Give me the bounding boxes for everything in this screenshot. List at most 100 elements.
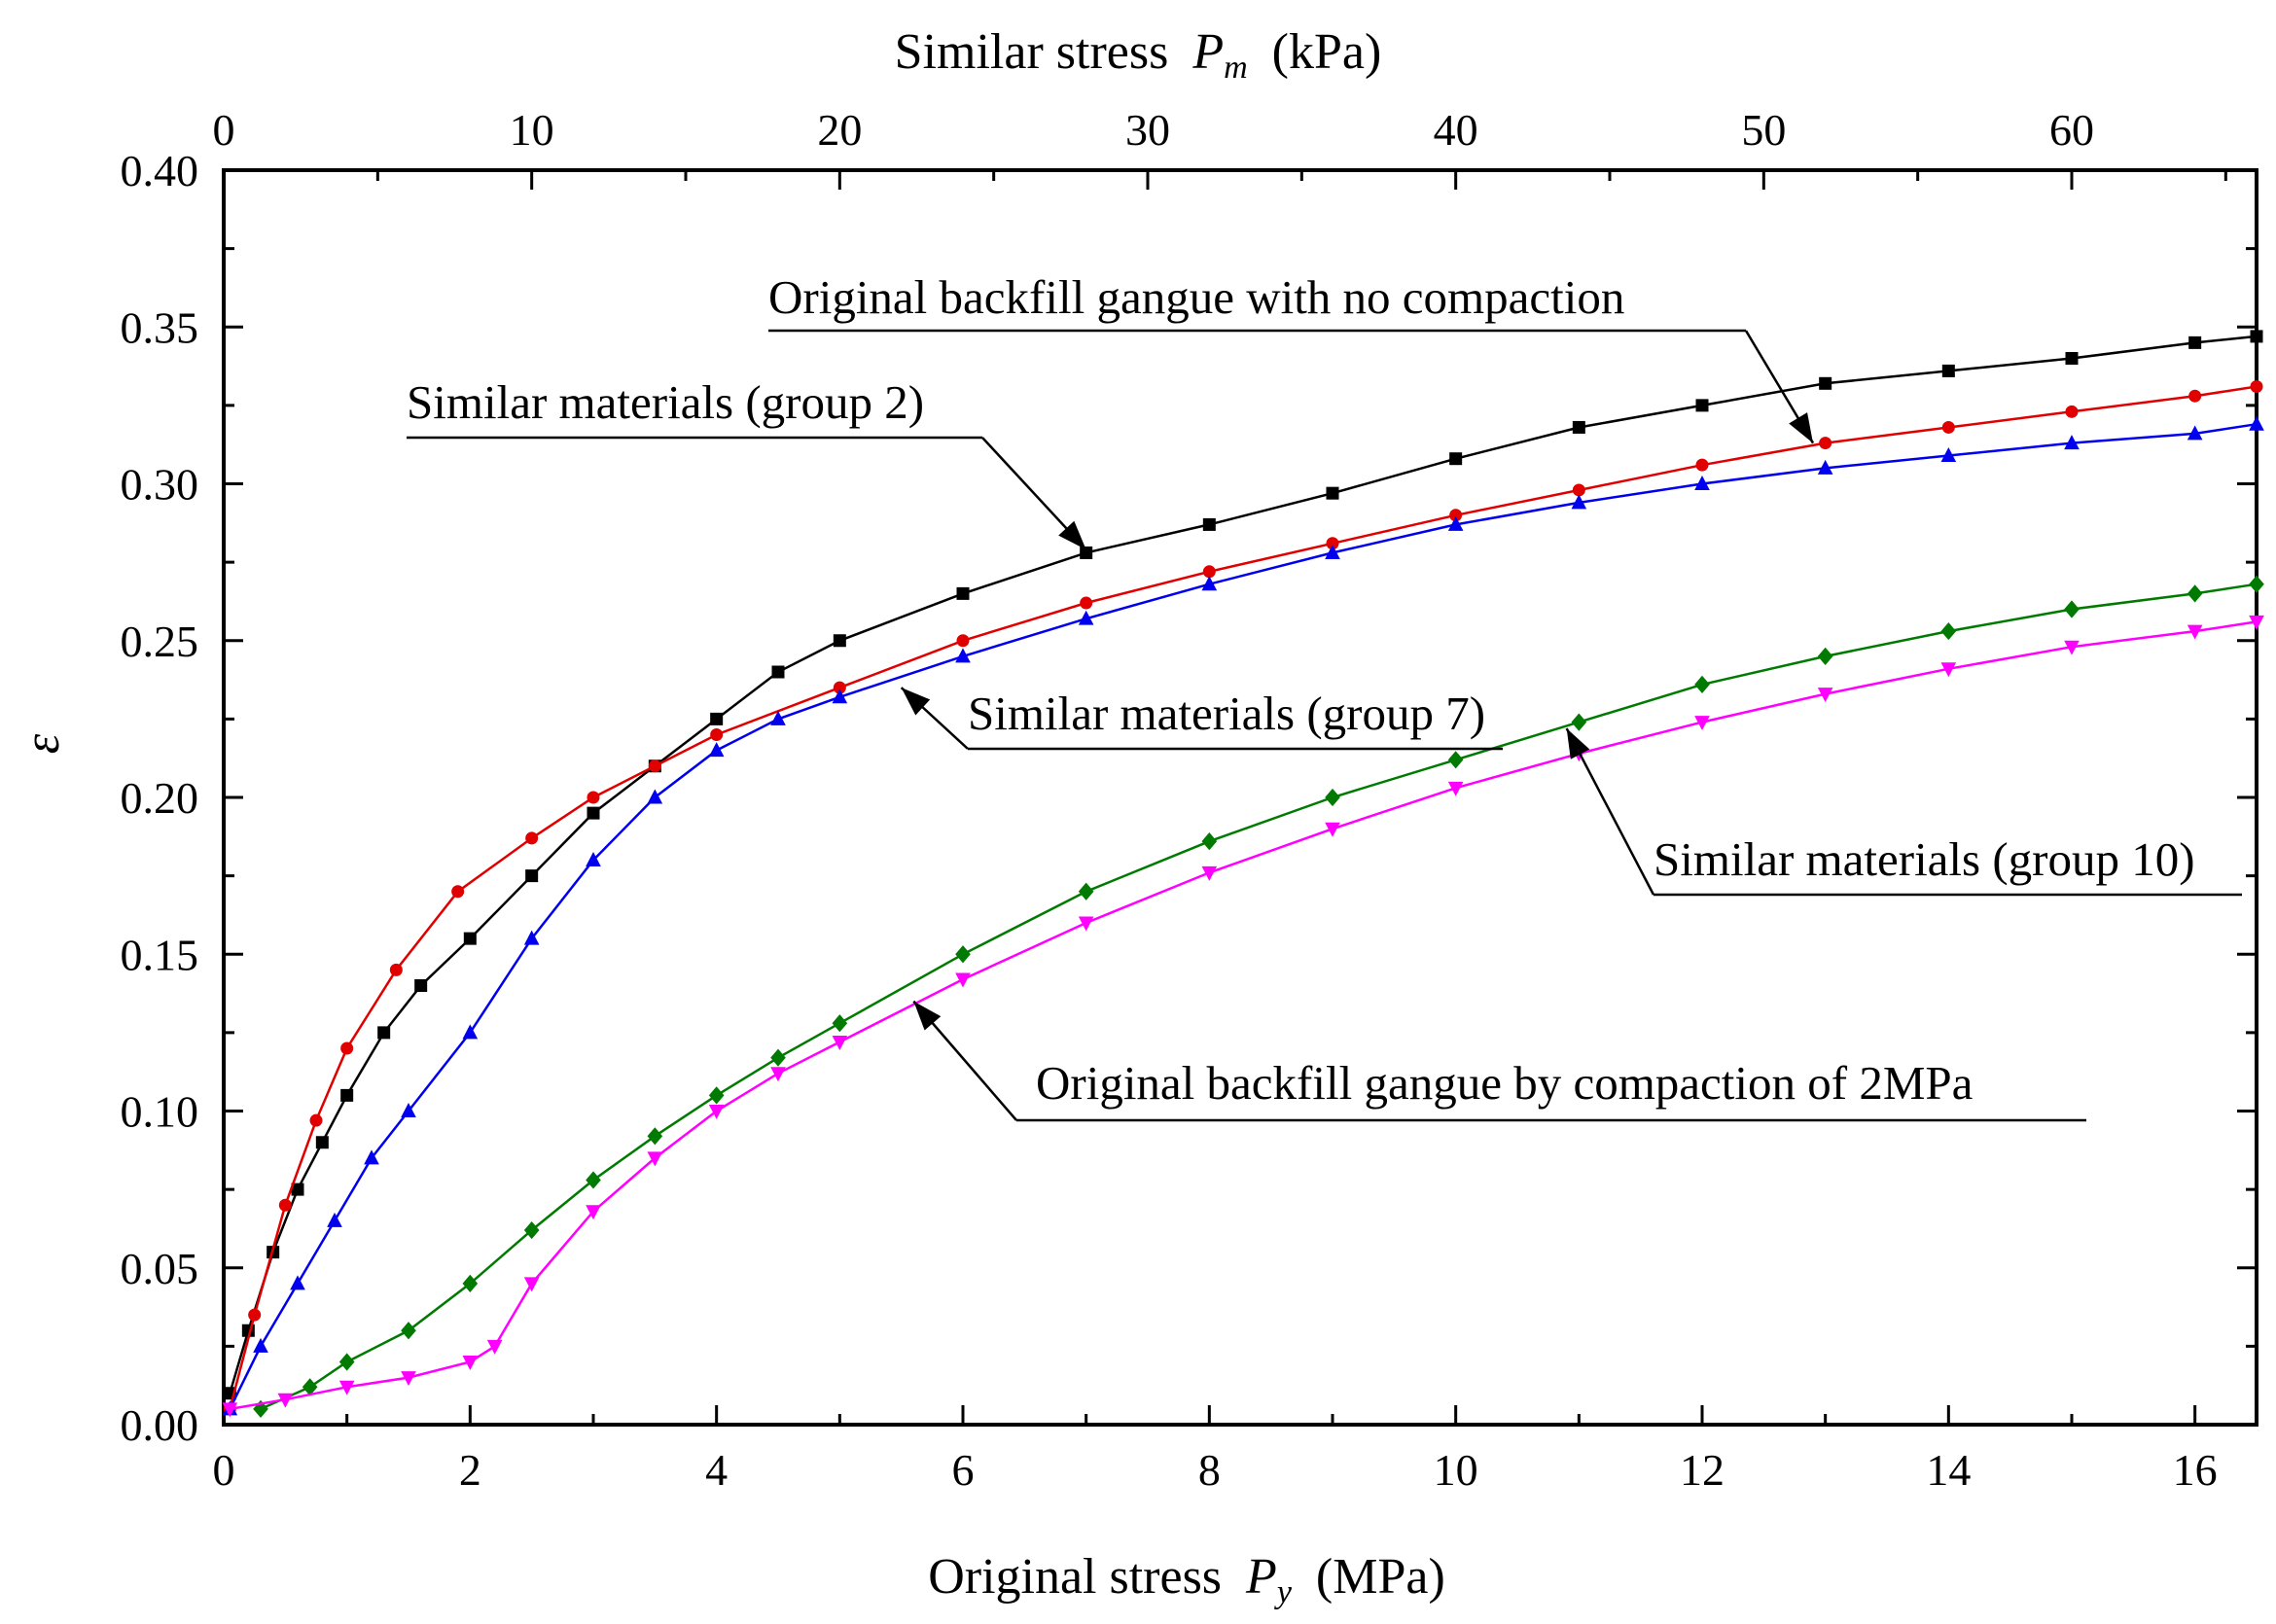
data-point-s-green bbox=[1694, 675, 1710, 693]
data-point-s-magenta bbox=[2249, 615, 2264, 630]
data-point-s-black bbox=[2188, 335, 2202, 349]
y-tick-label: 0.35 bbox=[121, 302, 199, 352]
data-point-s-black bbox=[340, 1088, 354, 1102]
data-point-s-blue bbox=[832, 688, 848, 704]
data-point-s-green bbox=[1571, 713, 1587, 731]
series-line-s-blue bbox=[229, 422, 2258, 1410]
data-point-s-magenta bbox=[586, 1205, 601, 1220]
data-point-s-green bbox=[253, 1399, 268, 1418]
x-top-title-label: Similar stress bbox=[895, 24, 1169, 80]
data-point-s-red bbox=[1202, 565, 1216, 579]
data-point-s-magenta bbox=[647, 1151, 663, 1167]
data-point-s-blue bbox=[1325, 545, 1340, 559]
series-layer bbox=[222, 330, 2264, 1418]
data-point-s-green bbox=[1201, 832, 1218, 851]
data-point-s-magenta bbox=[277, 1393, 294, 1408]
data-point-s-black bbox=[2250, 330, 2263, 343]
annotation-label: Original backfill gangue with no compact… bbox=[768, 270, 1624, 324]
data-point-s-green bbox=[770, 1048, 786, 1067]
arrow-head-icon bbox=[1789, 412, 1813, 443]
data-point-s-black bbox=[710, 712, 724, 725]
data-point-s-blue bbox=[2187, 425, 2203, 441]
series-line-s-magenta bbox=[230, 620, 2258, 1411]
data-point-s-red bbox=[2065, 405, 2079, 418]
annotation-1: Original backfill gangue with no compact… bbox=[768, 270, 1815, 444]
data-point-s-blue bbox=[253, 1337, 268, 1353]
data-point-s-blue bbox=[1447, 515, 1464, 531]
data-point-s-green bbox=[2249, 575, 2264, 593]
data-point-s-black bbox=[1326, 486, 1339, 500]
data-point-s-magenta bbox=[523, 1277, 540, 1292]
x-top-tick-label: 10 bbox=[510, 105, 554, 155]
data-point-s-green bbox=[647, 1127, 663, 1146]
data-point-s-blue bbox=[364, 1149, 379, 1165]
y-tick-label: 0.25 bbox=[121, 617, 199, 666]
data-point-s-blue bbox=[290, 1275, 305, 1290]
data-point-s-red bbox=[648, 759, 661, 773]
annotation-layer: Original backfill gangue with no compact… bbox=[407, 270, 2242, 1122]
annotation-5: Original backfill gangue by compaction o… bbox=[912, 1000, 2086, 1122]
data-point-s-green bbox=[1325, 788, 1340, 807]
data-point-s-magenta bbox=[462, 1356, 479, 1370]
data-point-s-black bbox=[291, 1183, 304, 1196]
data-point-s-black bbox=[771, 665, 785, 679]
x-top-tick-label: 20 bbox=[817, 105, 862, 155]
data-point-s-magenta bbox=[1694, 716, 1710, 731]
y-axis-title: ε bbox=[15, 733, 70, 754]
data-point-s-red bbox=[451, 885, 465, 899]
series-s-black bbox=[223, 330, 2263, 1400]
data-point-s-black bbox=[1941, 364, 1955, 377]
data-point-s-magenta bbox=[1447, 781, 1464, 796]
data-point-s-red bbox=[525, 831, 539, 845]
annotation-label: Similar materials (group 7) bbox=[968, 687, 1485, 740]
x-top-tick-label: 40 bbox=[1434, 105, 1478, 155]
data-point-s-blue bbox=[1078, 610, 1094, 625]
data-point-s-black bbox=[414, 979, 428, 992]
data-point-s-red bbox=[1695, 458, 1709, 472]
data-point-s-red bbox=[1572, 483, 1585, 497]
data-point-s-blue bbox=[1694, 476, 1710, 490]
axis-ticks: 0 2 4 6 8 10 12 14 16 0 10 20 30 40 50 60 0.00 0.05 0.10 0.… bbox=[121, 105, 2257, 1495]
data-point-s-blue bbox=[2064, 435, 2080, 450]
x-top-title-subscript: m bbox=[1224, 50, 1248, 86]
x-bottom-title-symbol: P bbox=[1245, 1549, 1277, 1605]
arrow-head-icon bbox=[901, 688, 931, 716]
data-point-s-blue bbox=[327, 1212, 342, 1227]
data-point-s-green bbox=[586, 1171, 601, 1189]
data-point-s-black bbox=[1572, 420, 1585, 434]
y-tick-label: 0.05 bbox=[121, 1244, 199, 1293]
data-point-s-magenta bbox=[770, 1067, 786, 1082]
data-point-s-magenta bbox=[2064, 640, 2080, 655]
y-tick-label: 0.20 bbox=[121, 773, 199, 823]
data-point-s-red bbox=[833, 681, 846, 694]
data-point-s-magenta bbox=[1078, 916, 1094, 932]
x-bottom-tick-label: 12 bbox=[1680, 1445, 1725, 1495]
annotation-2: Similar materials (group 2) bbox=[407, 375, 1087, 551]
x-bottom-tick-label: 2 bbox=[459, 1445, 481, 1495]
x-bottom-tick-label: 16 bbox=[2173, 1445, 2218, 1495]
x-top-tick-label: 50 bbox=[1741, 105, 1786, 155]
data-point-s-magenta bbox=[1201, 865, 1218, 881]
plot-frame bbox=[222, 168, 2258, 1427]
data-point-s-green bbox=[401, 1322, 416, 1340]
data-point-s-blue bbox=[708, 742, 725, 758]
annotation-leader bbox=[1565, 727, 1655, 896]
x-top-tick-label: 0 bbox=[213, 105, 235, 155]
data-point-s-blue bbox=[647, 789, 663, 804]
data-point-s-red bbox=[1080, 596, 1093, 610]
x-bottom-tick-label: 10 bbox=[1434, 1445, 1478, 1495]
x-top-axis-title: Similar stress Pm (kPa) bbox=[895, 24, 1382, 89]
x-top-tick-label: 30 bbox=[1125, 105, 1170, 155]
data-point-s-black bbox=[956, 586, 970, 600]
data-point-s-blue bbox=[2249, 415, 2264, 431]
data-point-s-red bbox=[1819, 437, 1832, 450]
data-point-s-magenta bbox=[401, 1371, 416, 1387]
annotation-4: Similar materials (group 10) bbox=[1565, 727, 2242, 897]
data-point-s-magenta bbox=[708, 1105, 725, 1119]
data-point-s-green bbox=[462, 1274, 479, 1292]
y-tick-label: 0.00 bbox=[121, 1400, 199, 1450]
x-bottom-title-label: Original stress bbox=[928, 1549, 1222, 1605]
x-bottom-axis-title: Original stress Py (MPa) bbox=[928, 1549, 1445, 1614]
data-point-s-magenta bbox=[2187, 624, 2203, 640]
